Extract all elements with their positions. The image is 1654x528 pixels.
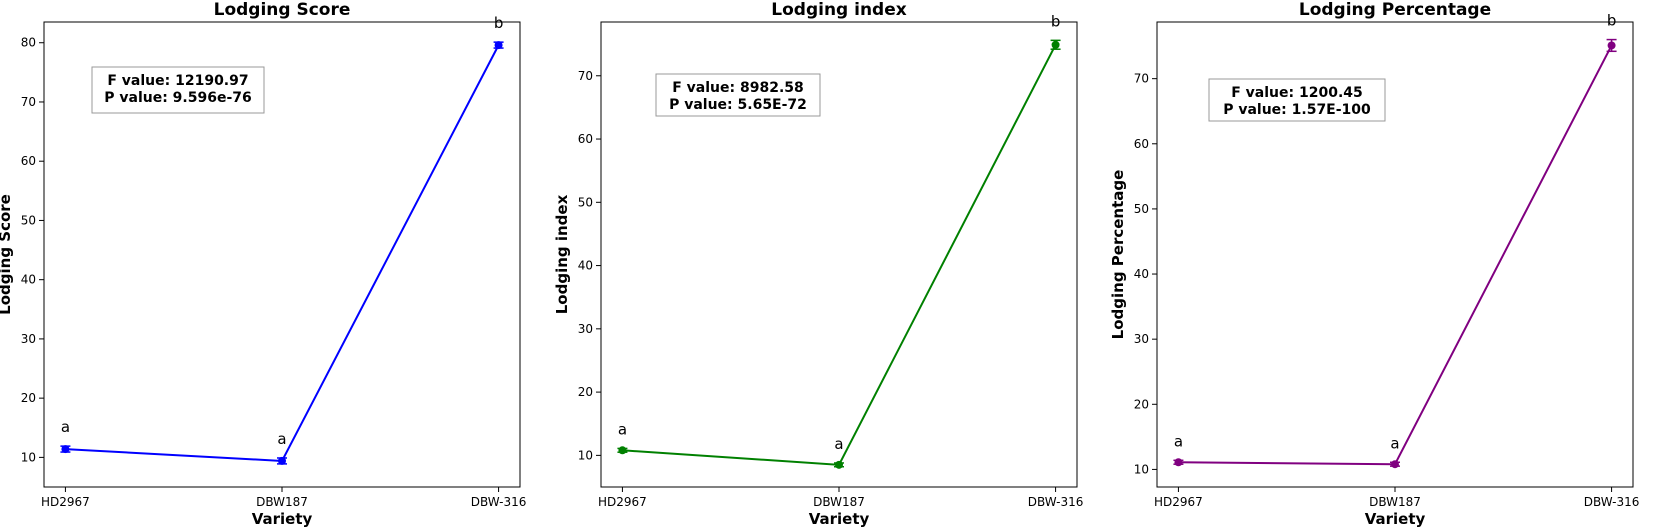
group-letter: b — [1051, 12, 1061, 30]
x-tick-label: DBW187 — [1369, 495, 1421, 509]
group-letter: a — [618, 420, 627, 438]
y-tick-label: 80 — [21, 36, 36, 50]
y-tick-label: 70 — [578, 69, 593, 83]
y-tick-label: 50 — [1134, 202, 1149, 216]
y-tick-label: 20 — [578, 385, 593, 399]
y-tick-label: 30 — [21, 332, 36, 346]
y-tick-label: 70 — [1134, 72, 1149, 86]
data-point — [1391, 460, 1399, 469]
group-letter: b — [494, 14, 504, 32]
x-tick-label: DBW-316 — [471, 495, 527, 509]
f-value-text: F value: 8982.58 — [672, 80, 804, 96]
y-tick-label: 50 — [578, 195, 593, 209]
x-tick-label: DBW187 — [813, 495, 865, 509]
y-tick-label: 20 — [21, 391, 36, 405]
data-point — [61, 445, 70, 454]
y-tick-label: 50 — [21, 213, 36, 227]
data-point — [618, 446, 627, 455]
x-axis-label: Variety — [1365, 510, 1426, 528]
chart-panel-3: Lodging Percentage 10 20 30 40 50 60 70 HD2967 DB… — [1109, 0, 1639, 528]
stats-box — [655, 73, 821, 117]
group-letter: a — [61, 418, 70, 436]
x-tick-label: DBW-316 — [1584, 495, 1640, 509]
f-value-text: F value: 1200.45 — [1231, 85, 1363, 101]
chart-panel-1: Lodging Score 10 20 30 40 50 60 70 80 HD2967 DBW18… — [0, 0, 526, 528]
y-tick-label: 30 — [578, 322, 593, 336]
x-tick-label: DBW187 — [256, 495, 308, 509]
x-axis-label: Variety — [809, 510, 870, 528]
y-tick-label: 30 — [1134, 332, 1149, 346]
group-letter: a — [834, 435, 843, 453]
x-tick-label: HD2967 — [41, 495, 90, 509]
x-tick-label: DBW-316 — [1028, 495, 1084, 509]
y-tick-label: 40 — [1134, 267, 1149, 281]
data-point — [835, 460, 843, 469]
y-tick-label: 40 — [21, 273, 36, 287]
x-tick-label: HD2967 — [1154, 495, 1203, 509]
data-point — [494, 41, 503, 50]
y-tick-label: 10 — [1134, 462, 1149, 476]
group-letter: b — [1607, 12, 1617, 30]
p-value-text: P value: 9.596e-76 — [104, 90, 252, 106]
data-point — [278, 456, 286, 465]
p-value-text: P value: 1.57E-100 — [1223, 102, 1371, 118]
f-value-text: F value: 12190.97 — [107, 73, 248, 89]
y-tick-label: 60 — [21, 154, 36, 168]
y-tick-label: 40 — [578, 259, 593, 273]
group-letter: a — [1390, 434, 1399, 452]
p-value-text: P value: 5.65E-72 — [669, 97, 807, 113]
y-axis-label: Lodging Percentage — [1109, 170, 1127, 340]
y-tick-label: 20 — [1134, 397, 1149, 411]
group-letter: a — [277, 430, 286, 448]
chart-title: Lodging index — [771, 0, 906, 20]
chart-title: Lodging Score — [214, 0, 351, 20]
x-tick-label: HD2967 — [598, 495, 647, 509]
group-letter: a — [1174, 432, 1183, 450]
y-axis-label: Lodging index — [553, 194, 571, 314]
y-axis-label: Lodging Score — [0, 194, 14, 315]
y-tick-label: 10 — [578, 448, 593, 462]
data-point — [1607, 41, 1616, 50]
stats-box — [1208, 78, 1386, 122]
chart-title: Lodging Percentage — [1299, 0, 1491, 20]
stats-box — [91, 66, 265, 114]
data-point — [1051, 40, 1060, 49]
y-tick-label: 70 — [21, 95, 36, 109]
y-tick-label: 10 — [21, 450, 36, 464]
y-tick-label: 60 — [1134, 137, 1149, 151]
y-tick-label: 60 — [578, 132, 593, 146]
x-axis-label: Variety — [252, 510, 313, 528]
data-point — [1174, 458, 1183, 467]
chart-panel-2: Lodging index 10 20 30 40 50 60 70 HD2967 DBW187 D… — [553, 0, 1083, 528]
